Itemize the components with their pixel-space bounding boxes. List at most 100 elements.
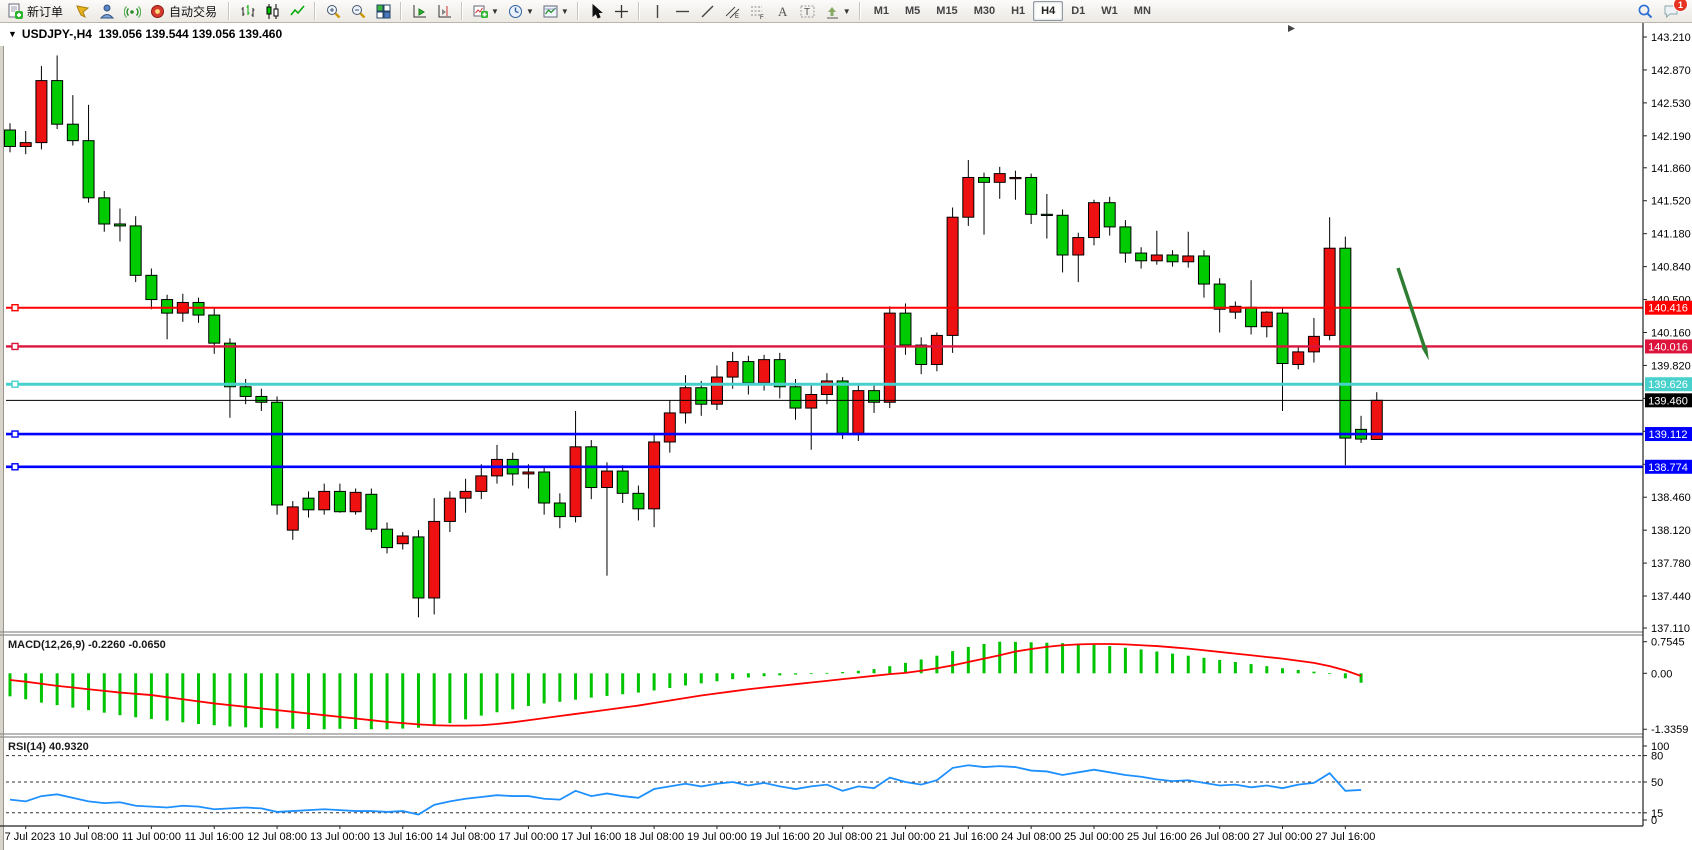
trend-arrow[interactable] xyxy=(1396,267,1429,361)
periods-icon xyxy=(507,3,524,20)
timeframe-m15-button[interactable]: M15 xyxy=(936,5,958,17)
tile-windows-button[interactable] xyxy=(372,0,395,22)
chart-shift-button[interactable] xyxy=(433,0,456,22)
svg-text:26 Jul 08:00: 26 Jul 08:00 xyxy=(1190,831,1250,843)
price-chip-139.112: 139.112 xyxy=(1645,427,1692,442)
candles-icon xyxy=(264,3,281,20)
price-chip-140.416: 140.416 xyxy=(1645,300,1692,315)
vertical-line-button[interactable] xyxy=(646,0,669,22)
line-chart-mode-button[interactable] xyxy=(286,0,309,22)
time-axis[interactable]: 7 Jul 2023 10 Jul 08:00 11 Jul 00:00 11 Jul… xyxy=(5,826,1376,843)
label-icon: T xyxy=(799,3,816,20)
svg-text:-1.3359: -1.3359 xyxy=(1651,724,1688,736)
svg-text:E: E xyxy=(735,14,739,20)
indicators-button[interactable]: ▼ xyxy=(469,0,502,22)
notifications-button[interactable]: 1 xyxy=(1659,0,1688,22)
bars-icon xyxy=(239,3,256,20)
svg-text:138.460: 138.460 xyxy=(1651,492,1691,504)
auto-scroll-button[interactable] xyxy=(408,0,431,22)
svg-text:13 Jul 16:00: 13 Jul 16:00 xyxy=(373,831,433,843)
hline-138.774[interactable] xyxy=(6,463,1643,471)
timeframe-m30-button[interactable]: M30 xyxy=(973,5,996,17)
toolbar-separator xyxy=(459,2,467,20)
community-icon xyxy=(99,3,116,20)
hline-140.416[interactable] xyxy=(6,303,1643,312)
svg-text:50: 50 xyxy=(1651,777,1663,789)
chart-canvas[interactable]: 143.210 142.870 142.530 142.190 141.860 141.5… xyxy=(0,23,1692,850)
svg-text:T: T xyxy=(804,7,810,18)
svg-text:141.860: 141.860 xyxy=(1651,163,1691,175)
timeframe-m1-button[interactable]: M1 xyxy=(873,5,889,17)
text-button[interactable]: A xyxy=(771,0,794,22)
rsi-pane xyxy=(6,755,1643,816)
svg-text:25 Jul 00:00: 25 Jul 00:00 xyxy=(1064,831,1124,843)
crosshair-button[interactable] xyxy=(610,0,633,22)
trendline-button[interactable] xyxy=(696,0,719,22)
svg-text:141.180: 141.180 xyxy=(1651,229,1691,241)
chevron-down-icon: ▼ xyxy=(491,6,499,16)
timeframe-m5-button[interactable]: M5 xyxy=(905,5,921,17)
svg-text:0.00: 0.00 xyxy=(1651,668,1672,680)
svg-text:10 Jul 08:00: 10 Jul 08:00 xyxy=(59,831,119,843)
macd-pane xyxy=(8,641,1363,730)
main-toolbar: 新订单 自动交易 ▼ ▼ ▼ E F A T ▼ M1 M5 M15 M30 H1 H4 D1 W1 MN 1 xyxy=(0,0,1692,23)
zoom-out-icon xyxy=(350,3,367,20)
svg-text:17 Jul 16:00: 17 Jul 16:00 xyxy=(561,831,621,843)
svg-text:15: 15 xyxy=(1651,808,1663,820)
svg-text:13 Jul 00:00: 13 Jul 00:00 xyxy=(310,831,370,843)
timeframe-h1-button[interactable]: H1 xyxy=(1011,5,1026,17)
algo-trading-button[interactable]: 自动交易 xyxy=(146,0,223,22)
svg-text:27 Jul 00:00: 27 Jul 00:00 xyxy=(1253,831,1313,843)
indicators-icon xyxy=(472,3,489,20)
text-label-button[interactable]: T xyxy=(796,0,819,22)
horizontal-line-button[interactable] xyxy=(671,0,694,22)
svg-text:140.416: 140.416 xyxy=(1648,303,1688,315)
timeframe-w1-button[interactable]: W1 xyxy=(1101,5,1118,17)
svg-text:19 Jul 00:00: 19 Jul 00:00 xyxy=(687,831,747,843)
bar-chart-mode-button[interactable] xyxy=(236,0,259,22)
hline-139.112[interactable] xyxy=(6,430,1643,438)
trend-icon xyxy=(699,3,716,20)
svg-text:143.210: 143.210 xyxy=(1651,32,1691,44)
chart-shift-marker[interactable] xyxy=(1288,25,1295,32)
search-icon xyxy=(1636,2,1654,20)
crosshair-icon xyxy=(613,3,630,20)
channel-icon: E xyxy=(724,3,741,20)
timeframe-mn-button[interactable]: MN xyxy=(1133,5,1151,17)
timeframe-d1-button[interactable]: D1 xyxy=(1071,5,1086,17)
timeframe-h4-button[interactable]: H4 xyxy=(1033,1,1064,21)
shapes-icon xyxy=(824,3,841,20)
svg-text:21 Jul 16:00: 21 Jul 16:00 xyxy=(938,831,998,843)
periods-button[interactable]: ▼ xyxy=(504,0,537,22)
market-watch-button[interactable] xyxy=(71,0,94,22)
price-chip-138.774: 138.774 xyxy=(1645,459,1692,474)
fibonacci-button[interactable]: F xyxy=(746,0,769,22)
templates-button[interactable]: ▼ xyxy=(539,0,572,22)
arrows-button[interactable]: ▼ xyxy=(821,0,854,22)
search-button[interactable] xyxy=(1633,0,1657,22)
price-axis[interactable]: 143.210 142.870 142.530 142.190 141.860 141.5… xyxy=(0,23,1691,827)
mql-community-button[interactable] xyxy=(96,0,119,22)
hline-139.626[interactable] xyxy=(6,380,1643,388)
svg-text:137.440: 137.440 xyxy=(1651,591,1691,603)
toolbar-separator xyxy=(312,2,320,20)
svg-text:141.520: 141.520 xyxy=(1651,196,1691,208)
algo-trading-label: 自动交易 xyxy=(169,4,218,19)
chart-window[interactable]: 143.210 142.870 142.530 142.190 141.860 141.5… xyxy=(0,23,1692,850)
svg-text:14 Jul 08:00: 14 Jul 08:00 xyxy=(436,831,496,843)
svg-text:11 Jul 00:00: 11 Jul 00:00 xyxy=(122,831,181,843)
svg-text:138.120: 138.120 xyxy=(1651,525,1691,537)
candle-chart-mode-button[interactable] xyxy=(261,0,284,22)
hline-140.016[interactable] xyxy=(6,342,1643,351)
svg-text:137.110: 137.110 xyxy=(1651,623,1690,635)
new-order-button[interactable]: 新订单 xyxy=(4,0,69,22)
chevron-down-icon: ▼ xyxy=(525,6,534,16)
templates-icon xyxy=(542,3,559,20)
cursor-button[interactable] xyxy=(585,0,608,22)
svg-text:20 Jul 08:00: 20 Jul 08:00 xyxy=(813,831,873,843)
zoom-out-button[interactable] xyxy=(347,0,370,22)
equidistant-channel-button[interactable]: E xyxy=(721,0,744,22)
signals-button[interactable] xyxy=(121,0,144,22)
zoom-in-button[interactable] xyxy=(322,0,345,22)
svg-text:27 Jul 16:00: 27 Jul 16:00 xyxy=(1315,831,1375,843)
